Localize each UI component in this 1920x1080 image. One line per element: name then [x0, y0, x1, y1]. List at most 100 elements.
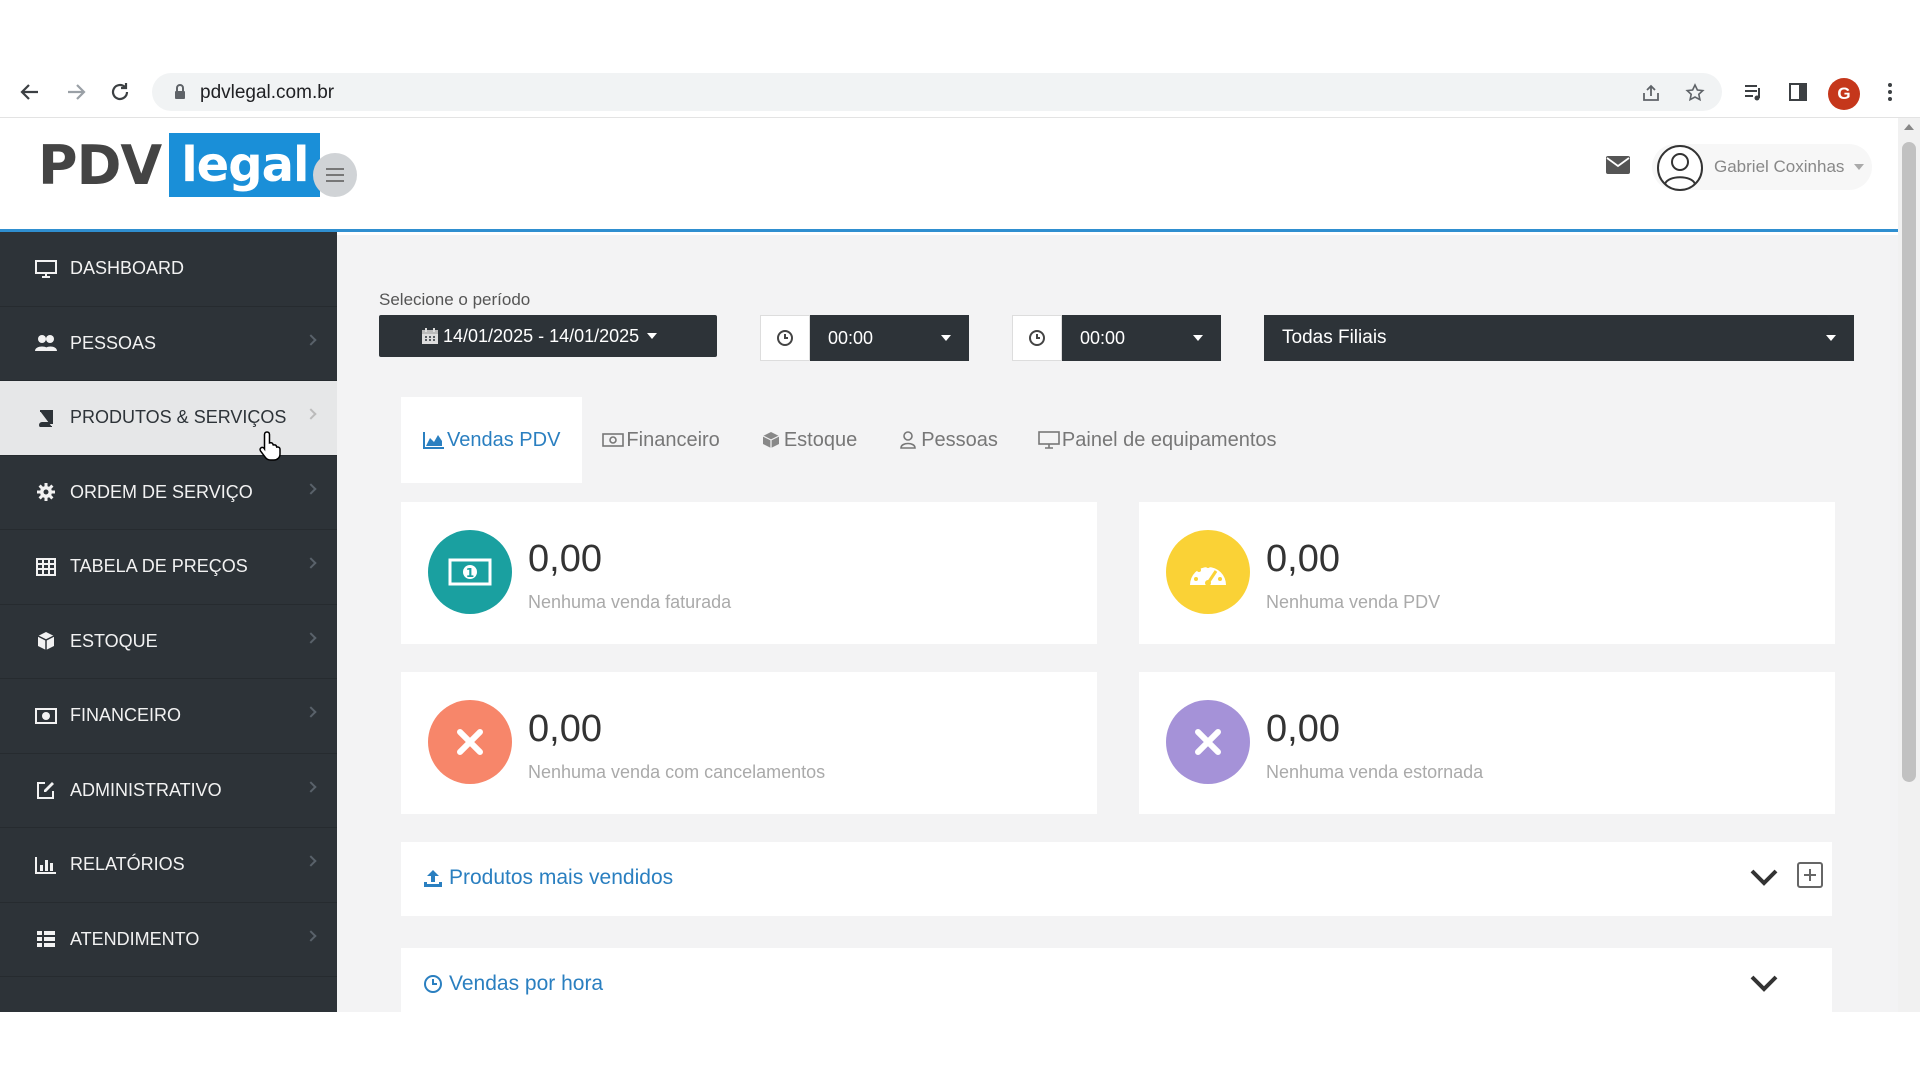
panel-title-text: Produtos mais vendidos — [449, 866, 674, 889]
chevron-down-icon[interactable] — [1749, 866, 1779, 888]
sidebar-item-relatorios[interactable]: RELATÓRIOS — [0, 828, 337, 903]
book-icon — [34, 408, 58, 428]
expand-plus-icon[interactable] — [1797, 862, 1823, 888]
panel-title-text: Vendas por hora — [449, 972, 604, 995]
money-icon — [34, 706, 58, 726]
lock-icon — [175, 84, 185, 99]
browser-toolbar: pdvlegal.com.br — [0, 66, 1920, 118]
money-icon: 1 — [428, 530, 512, 614]
chevron-right-icon — [305, 706, 317, 718]
sidebar-item-label: ADMINISTRATIVO — [70, 779, 222, 800]
sidebar-item-label: ORDEM DE SERVIÇO — [70, 481, 253, 502]
grid-icon — [34, 929, 58, 949]
logo-legal: legal — [169, 133, 321, 197]
tab-label: Vendas PDV — [447, 428, 561, 451]
stat-card-faturada: 1 0,00 Nenhuma venda faturada — [401, 502, 1097, 644]
hand-cursor-icon — [259, 431, 281, 461]
main-content: Selecione o período 14/01/2025 - 14/01/2… — [337, 235, 1898, 1012]
side-panel-icon[interactable] — [1784, 78, 1812, 106]
kebab-menu-icon[interactable] — [1876, 78, 1904, 106]
share-icon[interactable] — [1640, 82, 1662, 104]
chevron-right-icon — [305, 855, 317, 867]
scrollbar-thumb[interactable] — [1902, 142, 1916, 782]
stat-card-pdv: 0,00 Nenhuma venda PDV — [1139, 502, 1835, 644]
chevron-down-icon[interactable] — [1749, 972, 1779, 994]
calendar-icon — [422, 328, 438, 344]
page-scrollbar[interactable] — [1898, 118, 1920, 1012]
tab-label: Financeiro — [626, 428, 720, 451]
upload-icon — [424, 870, 442, 887]
sidebar-item-label: PRODUTOS & SERVIÇOS — [70, 407, 287, 428]
branch-select[interactable]: Todas Filiais — [1264, 315, 1854, 361]
chevron-right-icon — [305, 408, 317, 420]
tab-financeiro[interactable]: Financeiro — [582, 397, 739, 483]
media-queue-icon[interactable] — [1740, 78, 1768, 106]
dashboard-icon — [1166, 530, 1250, 614]
period-label: Selecione o período — [379, 290, 531, 309]
bar-chart-icon — [34, 855, 58, 875]
tab-painel-equipamentos[interactable]: Painel de equipamentos — [1018, 397, 1297, 483]
tab-label: Painel de equipamentos — [1061, 428, 1277, 451]
star-icon[interactable] — [1684, 82, 1706, 104]
forward-button[interactable] — [62, 78, 90, 106]
reload-icon — [111, 83, 129, 101]
tab-vendas-pdv[interactable]: Vendas PDV — [401, 397, 583, 483]
panel-title[interactable]: Vendas por hora — [423, 972, 603, 996]
tab-pessoas[interactable]: Pessoas — [877, 397, 1018, 483]
time-end-group: 00:00 — [1012, 315, 1221, 361]
time-end-value: 00:00 — [1080, 327, 1126, 348]
back-button[interactable] — [16, 78, 44, 106]
monitor-icon — [1038, 431, 1060, 449]
arrow-left-icon — [20, 84, 38, 100]
sidebar-item-financeiro[interactable]: FINANCEIRO — [0, 679, 337, 754]
sidebar-item-label: DASHBOARD — [70, 258, 185, 279]
caret-down-icon — [941, 335, 951, 341]
sidebar: DASHBOARD PESSOAS PRODUTOS & SERVIÇOS OR… — [0, 232, 337, 1012]
close-icon — [1166, 700, 1250, 784]
stat-value: 0,00 — [528, 538, 602, 580]
sidebar-item-produtos-servicos[interactable]: PRODUTOS & SERVIÇOS — [0, 381, 337, 456]
date-range-picker[interactable]: 14/01/2025 - 14/01/2025 — [379, 315, 717, 357]
sidebar-item-dashboard[interactable]: DASHBOARD — [0, 232, 337, 307]
svg-text:1: 1 — [466, 566, 474, 580]
envelope-icon[interactable] — [1606, 156, 1630, 174]
reload-button[interactable] — [106, 78, 134, 106]
hamburger-icon — [326, 174, 344, 176]
user-menu[interactable]: Gabriel Coxinhas — [1652, 144, 1872, 191]
scroll-up-icon[interactable] — [1904, 124, 1914, 130]
panel-title[interactable]: Produtos mais vendidos — [423, 866, 673, 890]
monitor-icon — [34, 259, 58, 279]
panel-vendas-por-hora[interactable]: Vendas por hora — [401, 948, 1832, 1012]
profile-avatar[interactable]: G — [1828, 78, 1860, 110]
clock-icon — [1012, 315, 1062, 361]
sidebar-item-administrativo[interactable]: ADMINISTRATIVO — [0, 754, 337, 828]
area-chart-icon — [423, 432, 444, 449]
close-icon — [428, 700, 512, 784]
dashboard-tabs: Vendas PDV Financeiro Estoque Pessoas Pa… — [401, 397, 1297, 483]
sidebar-item-ordem-servico[interactable]: ORDEM DE SERVIÇO — [0, 456, 337, 530]
panel-produtos-mais-vendidos[interactable]: Produtos mais vendidos — [401, 842, 1832, 916]
sidebar-item-estoque[interactable]: ESTOQUE — [0, 605, 337, 679]
chevron-right-icon — [305, 333, 317, 346]
sidebar-item-pessoas[interactable]: PESSOAS — [0, 307, 337, 381]
time-end-select[interactable]: 00:00 — [1062, 315, 1221, 361]
stat-value: 0,00 — [1266, 538, 1340, 580]
logo-pdv: PDV — [38, 133, 162, 197]
sidebar-item-tabela-precos[interactable]: TABELA DE PREÇOS — [0, 530, 337, 605]
chevron-right-icon — [305, 929, 317, 942]
users-icon — [34, 333, 58, 353]
sidebar-item-atendimento[interactable]: ATENDIMENTO — [0, 903, 337, 977]
tab-estoque[interactable]: Estoque — [740, 397, 877, 483]
logo[interactable]: PDV legal — [38, 132, 321, 198]
menu-toggle-button[interactable] — [313, 153, 357, 197]
bottom-margin — [0, 1012, 1920, 1080]
branch-value: Todas Filiais — [1282, 327, 1387, 348]
caret-down-icon — [647, 333, 658, 339]
stat-card-estornada: 0,00 Nenhuma venda estornada — [1139, 672, 1835, 814]
time-start-select[interactable]: 00:00 — [810, 315, 969, 361]
cube-icon — [34, 631, 58, 651]
stat-description: Nenhuma venda estornada — [1266, 762, 1484, 782]
time-start-value: 00:00 — [828, 327, 874, 348]
stat-description: Nenhuma venda PDV — [1266, 592, 1441, 612]
address-bar[interactable]: pdvlegal.com.br — [152, 73, 1722, 111]
